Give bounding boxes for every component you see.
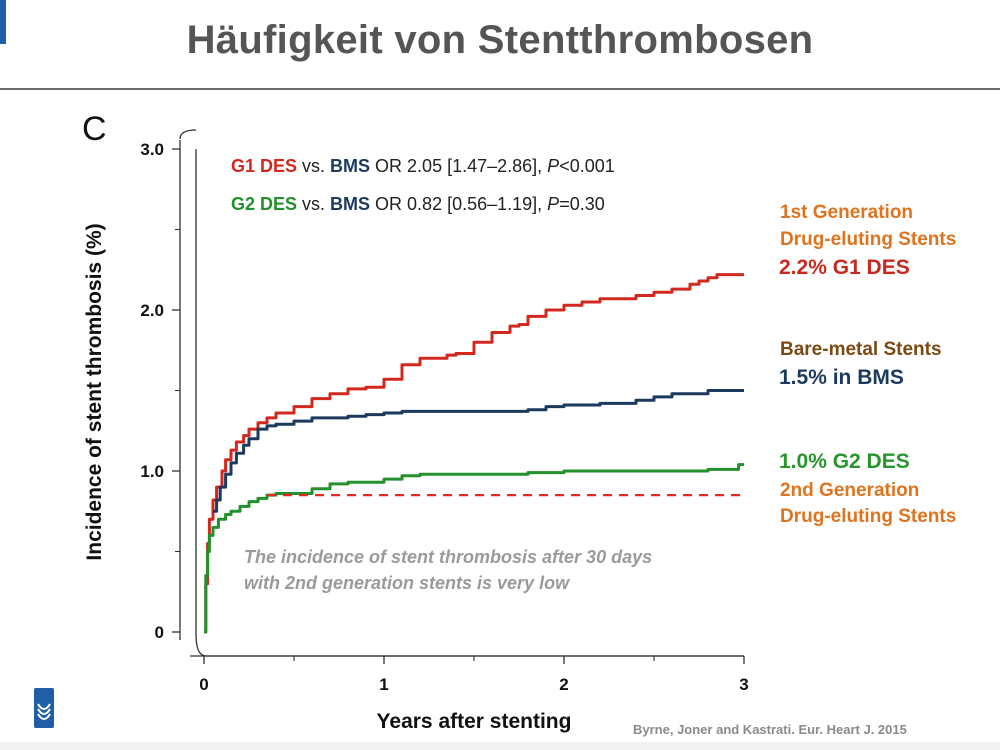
bms-title-label: Bare-metal Stents — [780, 339, 942, 360]
y-tick-label: 0 — [155, 623, 164, 642]
x-tick-label: 1 — [379, 675, 388, 694]
g1-generation-label: 1st Generation — [780, 202, 914, 223]
y-axis-label: Incidence of stent thrombosis (%) — [83, 223, 106, 560]
g2-type-label: Drug-eluting Stents — [780, 506, 957, 527]
series-line-g2 — [204, 463, 744, 634]
footer-band — [0, 742, 1000, 750]
y-tick-label: 2.0 — [140, 301, 164, 320]
series-line-g1 — [204, 273, 744, 634]
legend-g1-vs-bms: G1 DES vs. BMS OR 2.05 [1.47–2.86], P<0.… — [231, 156, 615, 176]
chart-top-corner — [179, 129, 197, 140]
panel-label: C — [82, 110, 107, 148]
x-tick-label: 3 — [739, 675, 748, 694]
annotation-line: with 2nd generation stents is very low — [244, 573, 570, 593]
g2-value-label: 1.0% G2 DES — [779, 450, 910, 473]
g1-type-label: Drug-eluting Stents — [780, 229, 957, 250]
citation: Byrne, Joner and Kastrati. Eur. Heart J.… — [633, 722, 907, 737]
x-tick-label: 2 — [559, 675, 568, 694]
legend-g2-vs-bms: G2 DES vs. BMS OR 0.82 [0.56–1.19], P=0.… — [231, 194, 605, 214]
x-axis-label: Years after stenting — [377, 710, 572, 733]
bms-value-label: 1.5% in BMS — [779, 366, 904, 389]
g2-generation-label: 2nd Generation — [780, 480, 920, 501]
y-tick-label: 1.0 — [140, 462, 164, 481]
x-tick-label: 0 — [199, 675, 208, 694]
university-logo-icon — [34, 688, 54, 728]
slide-title: Häufigkeit von Stentthrombosen — [186, 18, 814, 62]
title-divider — [0, 88, 1000, 90]
left-accent-bar — [0, 0, 6, 44]
series-line-bms — [213, 389, 744, 513]
g1-value-label: 2.2% G1 DES — [779, 256, 910, 279]
annotation-line: The incidence of stent thrombosis after … — [244, 547, 652, 567]
y-tick-label: 3.0 — [140, 140, 164, 159]
